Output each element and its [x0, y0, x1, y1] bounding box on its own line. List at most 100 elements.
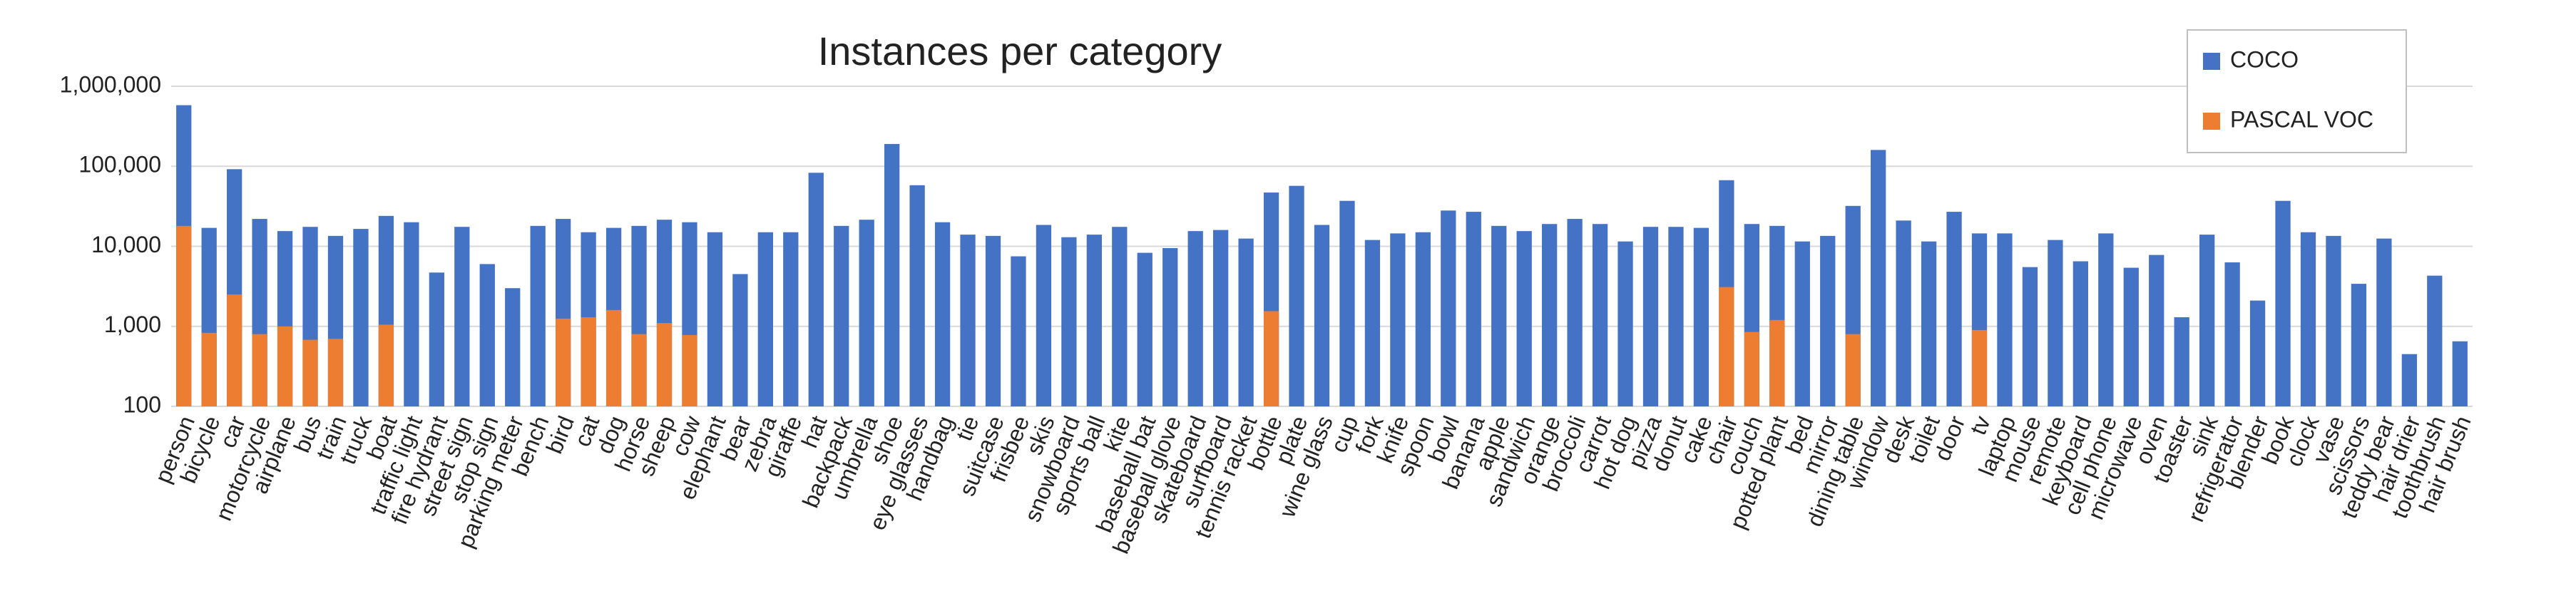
bar	[302, 339, 318, 406]
bar	[960, 235, 976, 406]
bar	[1871, 150, 1886, 406]
bar	[479, 264, 495, 406]
bar	[1719, 287, 1734, 406]
bar	[1162, 248, 1178, 406]
y-tick-label: 10,000	[91, 232, 161, 257]
bar	[1820, 235, 1836, 406]
y-tick-label: 1,000,000	[60, 71, 161, 97]
bar	[2300, 232, 2316, 406]
bar	[834, 225, 849, 406]
bar	[1466, 212, 1481, 406]
bar	[2249, 300, 2266, 406]
legend-box	[2187, 29, 2407, 153]
bar	[1390, 233, 1406, 406]
legend-label: PASCAL VOC	[2230, 106, 2373, 132]
bar	[1238, 238, 1254, 406]
bar	[505, 288, 521, 406]
bar	[2326, 235, 2341, 406]
legend-swatch	[2203, 53, 2220, 70]
bar	[707, 232, 723, 406]
bar	[884, 143, 900, 407]
bar	[1997, 233, 2013, 406]
bar	[1921, 241, 1937, 406]
chart-title: Instances per category	[818, 29, 1222, 73]
bar	[2098, 233, 2114, 406]
bar	[909, 185, 925, 406]
bar	[2224, 262, 2240, 406]
bar	[2072, 261, 2088, 406]
bar	[1263, 311, 1279, 406]
bar	[530, 225, 546, 406]
bar	[2149, 255, 2164, 406]
bar	[1794, 241, 1810, 406]
bar	[2401, 354, 2417, 406]
bar	[1642, 227, 1659, 406]
bar	[1339, 200, 1355, 406]
bar	[2022, 267, 2038, 406]
legend-swatch	[2203, 113, 2220, 130]
bar	[252, 334, 267, 406]
bar	[378, 324, 394, 406]
bar	[1617, 241, 1633, 406]
bar	[1567, 219, 1583, 406]
bar	[1744, 332, 1759, 406]
bar	[1693, 227, 1709, 406]
bar	[1112, 227, 1128, 406]
bar	[2275, 200, 2291, 406]
bar	[201, 332, 217, 406]
bar	[1364, 240, 1381, 406]
bar	[1668, 227, 1684, 406]
bar	[1415, 232, 1431, 406]
bar	[1061, 237, 1077, 406]
y-tick-label: 100,000	[78, 152, 161, 178]
bar	[1491, 225, 1507, 406]
bar	[783, 232, 799, 406]
bar	[682, 334, 697, 406]
bar	[2199, 235, 2215, 406]
bar	[327, 339, 344, 406]
bar	[1137, 252, 1152, 406]
bar	[1441, 210, 1456, 406]
bar	[2123, 267, 2139, 406]
bar	[2427, 275, 2443, 406]
bar	[732, 274, 748, 406]
bar	[1971, 329, 1988, 406]
bar	[1769, 319, 1785, 406]
bar	[985, 235, 1001, 406]
bar	[353, 229, 369, 406]
bar	[2174, 317, 2189, 406]
bar	[1896, 220, 1911, 406]
bar	[631, 334, 647, 406]
bar	[1086, 235, 1102, 406]
y-tick-label: 1,000	[104, 312, 161, 337]
bar	[1289, 185, 1304, 406]
bar	[757, 232, 773, 406]
bar	[1516, 231, 1532, 406]
bar	[2048, 240, 2063, 406]
bar	[404, 222, 419, 406]
bar	[1592, 224, 1608, 406]
bar	[581, 317, 596, 406]
bar	[1011, 256, 1026, 406]
bar	[227, 294, 242, 406]
bar	[1946, 212, 1962, 406]
bar	[934, 222, 951, 406]
bar	[277, 326, 293, 406]
bar	[556, 318, 571, 406]
legend-label: COCO	[2230, 46, 2299, 72]
y-tick-label: 100	[123, 391, 161, 417]
bar	[1314, 225, 1330, 406]
bar	[859, 220, 874, 406]
bar	[2452, 341, 2468, 406]
bar	[1187, 231, 1203, 406]
bar	[656, 323, 673, 406]
legend: COCO PASCAL VOC	[2187, 29, 2407, 153]
bar	[176, 225, 192, 406]
bar	[1213, 230, 1229, 406]
bar	[1036, 225, 1052, 406]
bar	[2351, 284, 2367, 406]
bar	[2376, 238, 2392, 406]
bar	[808, 173, 824, 406]
bar	[605, 309, 622, 406]
